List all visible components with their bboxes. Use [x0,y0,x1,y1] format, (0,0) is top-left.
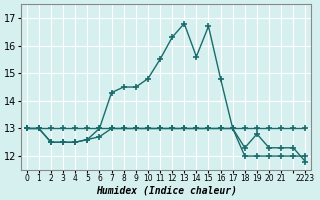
X-axis label: Humidex (Indice chaleur): Humidex (Indice chaleur) [96,186,236,196]
